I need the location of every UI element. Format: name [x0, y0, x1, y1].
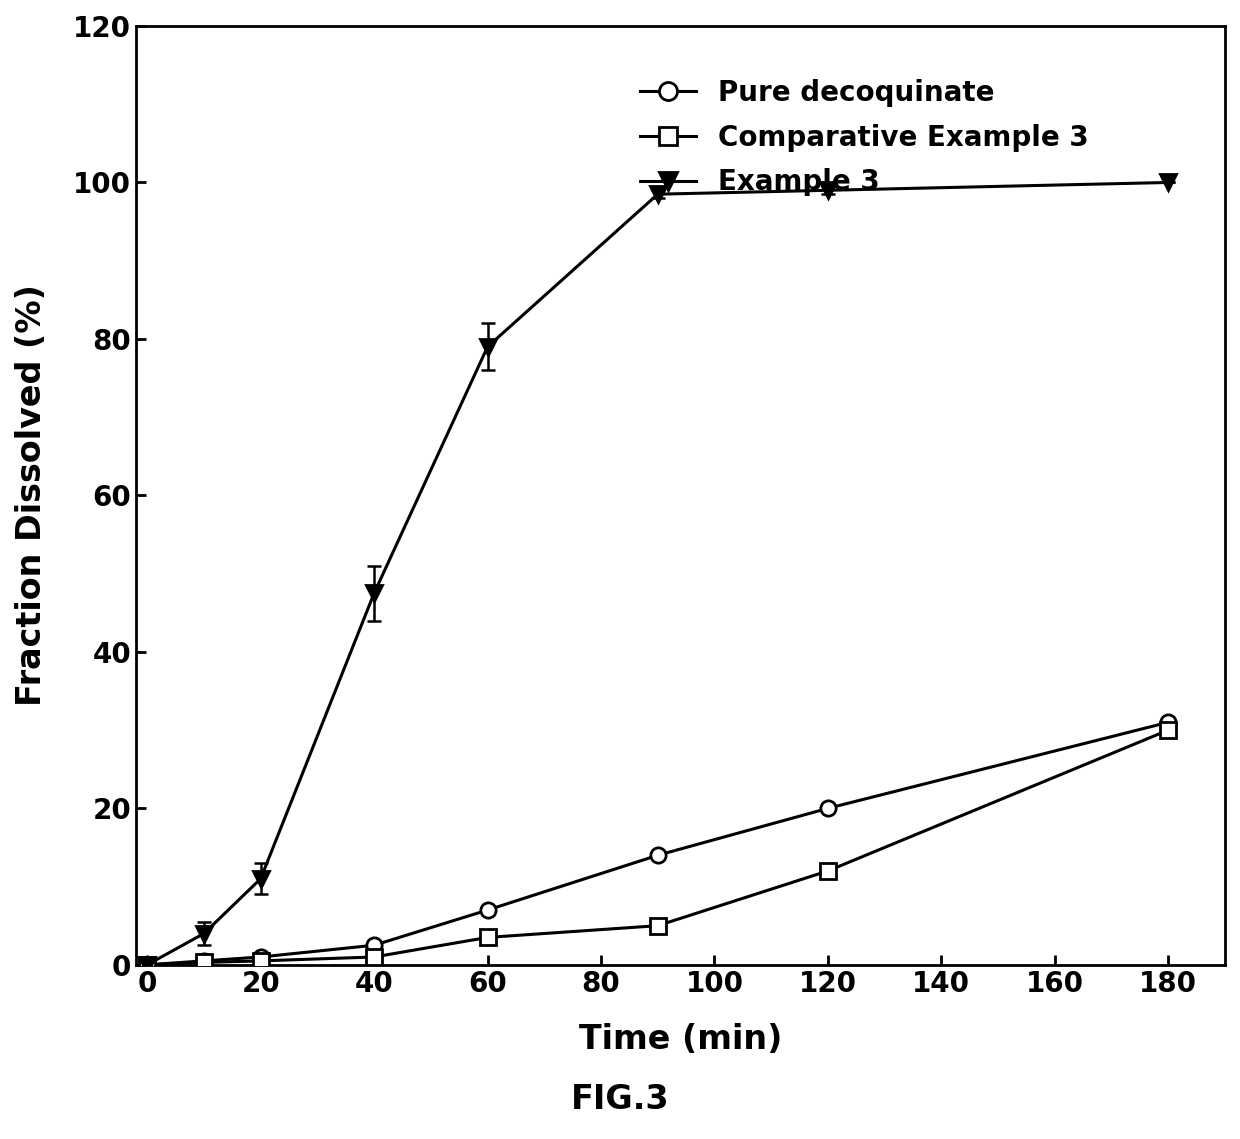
Y-axis label: Fraction Dissolved (%): Fraction Dissolved (%)	[15, 285, 48, 706]
Legend: Pure decoquinate, Comparative Example 3, Example 3: Pure decoquinate, Comparative Example 3,…	[629, 68, 1100, 207]
X-axis label: Time (min): Time (min)	[579, 1023, 782, 1056]
Text: FIG.3: FIG.3	[570, 1083, 670, 1116]
